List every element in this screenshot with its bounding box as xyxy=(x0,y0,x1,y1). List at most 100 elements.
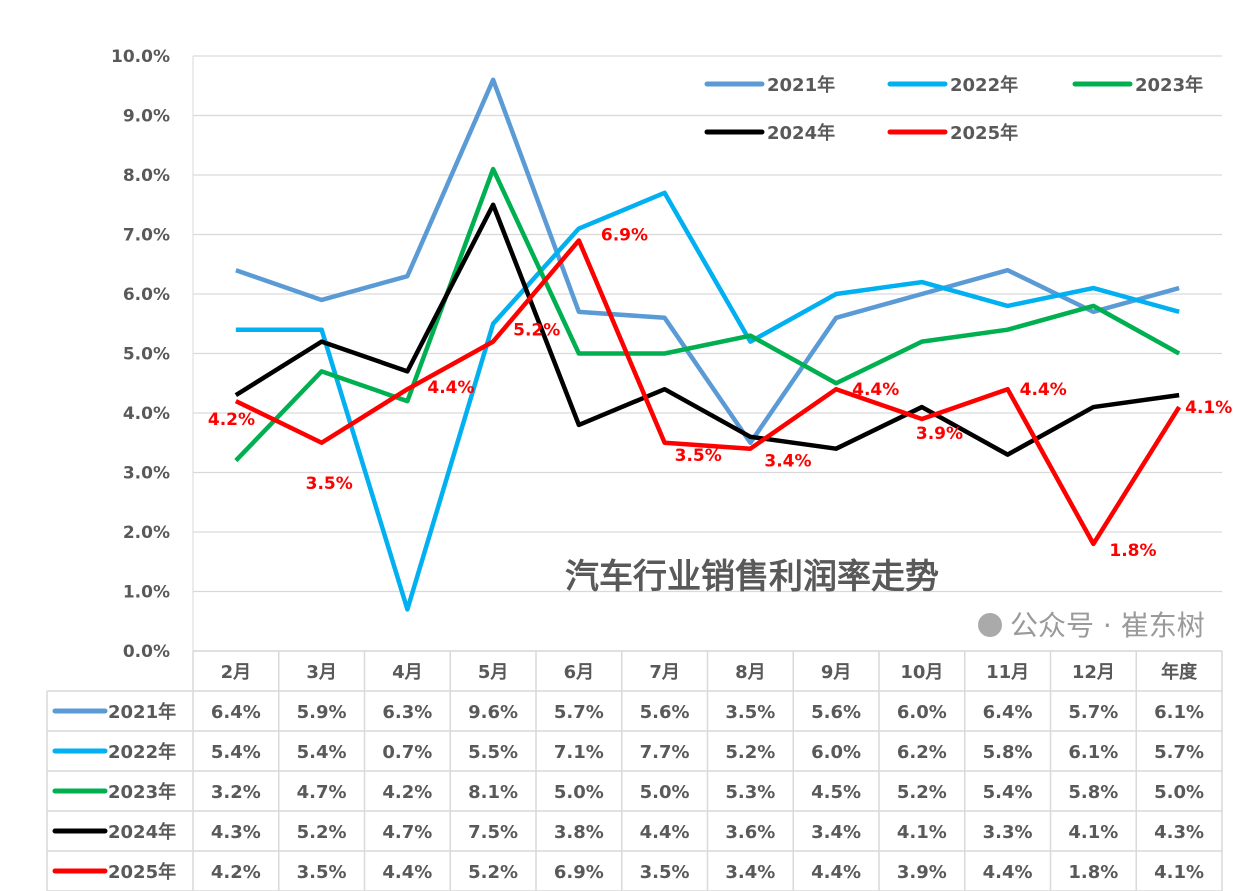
data-label: 4.2% xyxy=(208,410,255,430)
legend-label: 2023年 xyxy=(1135,74,1203,96)
table-cell: 4.2% xyxy=(211,862,261,883)
table-cell: 3.6% xyxy=(725,822,775,843)
table-cell: 4.5% xyxy=(811,782,861,803)
table-cell: 5.4% xyxy=(211,742,261,763)
table-cell: 9.6% xyxy=(468,702,518,723)
table-cell: 4.1% xyxy=(1068,822,1118,843)
data-label: 4.4% xyxy=(852,380,899,400)
y-tick-label: 2.0% xyxy=(123,523,170,543)
table-cell: 4.4% xyxy=(382,862,432,883)
table-header-cell: 2月 xyxy=(221,662,252,683)
table-cell: 5.2% xyxy=(725,742,775,763)
table-header-cell: 年度 xyxy=(1161,661,1198,683)
table-cell: 5.3% xyxy=(725,782,775,803)
table-cell: 5.8% xyxy=(1068,782,1118,803)
table-header-cell: 3月 xyxy=(306,662,337,683)
table-cell: 5.0% xyxy=(1154,782,1204,803)
table-cell: 3.5% xyxy=(640,862,690,883)
table-cell: 1.8% xyxy=(1068,862,1118,883)
series-line-2022年 xyxy=(235,190,1180,612)
y-tick-label: 10.0% xyxy=(111,47,170,67)
table-cell: 3.5% xyxy=(297,862,347,883)
data-label: 5.2% xyxy=(513,321,560,341)
table-cell: 5.2% xyxy=(468,862,518,883)
table-cell: 3.9% xyxy=(897,862,947,883)
data-label: 3.5% xyxy=(675,446,722,466)
legend-label: 2021年 xyxy=(767,74,835,96)
table-header-cell: 9月 xyxy=(821,662,852,683)
table-cell: 6.1% xyxy=(1154,702,1204,723)
table-cell: 4.1% xyxy=(1154,862,1204,883)
y-tick-label: 7.0% xyxy=(123,226,170,246)
table-cell: 4.3% xyxy=(211,822,261,843)
data-label: 4.4% xyxy=(1020,380,1067,400)
table-row-label: 2024年 xyxy=(108,821,176,843)
data-label: 4.1% xyxy=(1185,398,1232,418)
data-label: 3.5% xyxy=(306,474,353,494)
table-cell: 6.0% xyxy=(897,702,947,723)
wechat-icon xyxy=(978,613,1002,637)
table-cell: 4.7% xyxy=(382,822,432,843)
table-row-label: 2021年 xyxy=(108,701,176,723)
table-header-cell: 11月 xyxy=(986,662,1029,683)
table-cell: 8.1% xyxy=(468,782,518,803)
table-cell: 6.9% xyxy=(554,862,604,883)
y-tick-label: 0.0% xyxy=(123,642,170,662)
table-cell: 4.4% xyxy=(811,862,861,883)
legend-label: 2022年 xyxy=(950,74,1018,96)
table-cell: 7.5% xyxy=(468,822,518,843)
table-cell: 5.4% xyxy=(983,782,1033,803)
table-cell: 5.2% xyxy=(897,782,947,803)
table-cell: 3.5% xyxy=(725,702,775,723)
data-label: 3.9% xyxy=(916,424,963,444)
table-cell: 3.4% xyxy=(811,822,861,843)
y-tick-label: 9.0% xyxy=(123,107,170,127)
table-cell: 5.6% xyxy=(640,702,690,723)
table-cell: 5.2% xyxy=(297,822,347,843)
table-cell: 5.7% xyxy=(1068,702,1118,723)
legend-label: 2024年 xyxy=(767,122,835,144)
table-header-cell: 10月 xyxy=(900,662,943,683)
y-tick-label: 6.0% xyxy=(123,285,170,305)
chart-title: 汽车行业销售利润率走势 xyxy=(565,557,939,597)
table-cell: 3.2% xyxy=(211,782,261,803)
table-header-cell: 6月 xyxy=(564,662,595,683)
data-label: 4.4% xyxy=(427,378,474,398)
y-tick-label: 3.0% xyxy=(123,464,170,484)
series-line-2025年 xyxy=(234,238,1182,547)
series-line-2024年 xyxy=(234,202,1180,457)
table-cell: 5.0% xyxy=(640,782,690,803)
table-cell: 6.2% xyxy=(897,742,947,763)
table-cell: 7.1% xyxy=(554,742,604,763)
y-tick-label: 1.0% xyxy=(123,583,170,603)
data-label: 1.8% xyxy=(1109,541,1156,561)
legend-label: 2025年 xyxy=(950,122,1018,144)
table-row-label: 2022年 xyxy=(108,741,176,763)
table-cell: 7.7% xyxy=(640,742,690,763)
table-row-label: 2023年 xyxy=(108,781,176,803)
table-cell: 5.7% xyxy=(554,702,604,723)
table-cell: 5.4% xyxy=(297,742,347,763)
table-header-cell: 8月 xyxy=(735,662,766,683)
table-header-cell: 5月 xyxy=(478,662,509,683)
table-cell: 5.0% xyxy=(554,782,604,803)
table-cell: 4.4% xyxy=(640,822,690,843)
y-tick-label: 4.0% xyxy=(123,404,170,424)
table-row-label: 2025年 xyxy=(108,861,176,883)
table-cell: 4.7% xyxy=(297,782,347,803)
table-cell: 4.2% xyxy=(382,782,432,803)
table-cell: 3.3% xyxy=(983,822,1033,843)
data-label: 6.9% xyxy=(601,225,648,245)
table-cell: 5.5% xyxy=(468,742,518,763)
series-line-2023年 xyxy=(234,166,1181,463)
table-cell: 6.4% xyxy=(983,702,1033,723)
table-cell: 6.4% xyxy=(211,702,261,723)
table-cell: 4.1% xyxy=(897,822,947,843)
table-cell: 5.6% xyxy=(811,702,861,723)
table-cell: 3.8% xyxy=(554,822,604,843)
table-cell: 6.3% xyxy=(382,702,432,723)
series-line-2021年 xyxy=(235,77,1180,445)
table-cell: 6.0% xyxy=(811,742,861,763)
